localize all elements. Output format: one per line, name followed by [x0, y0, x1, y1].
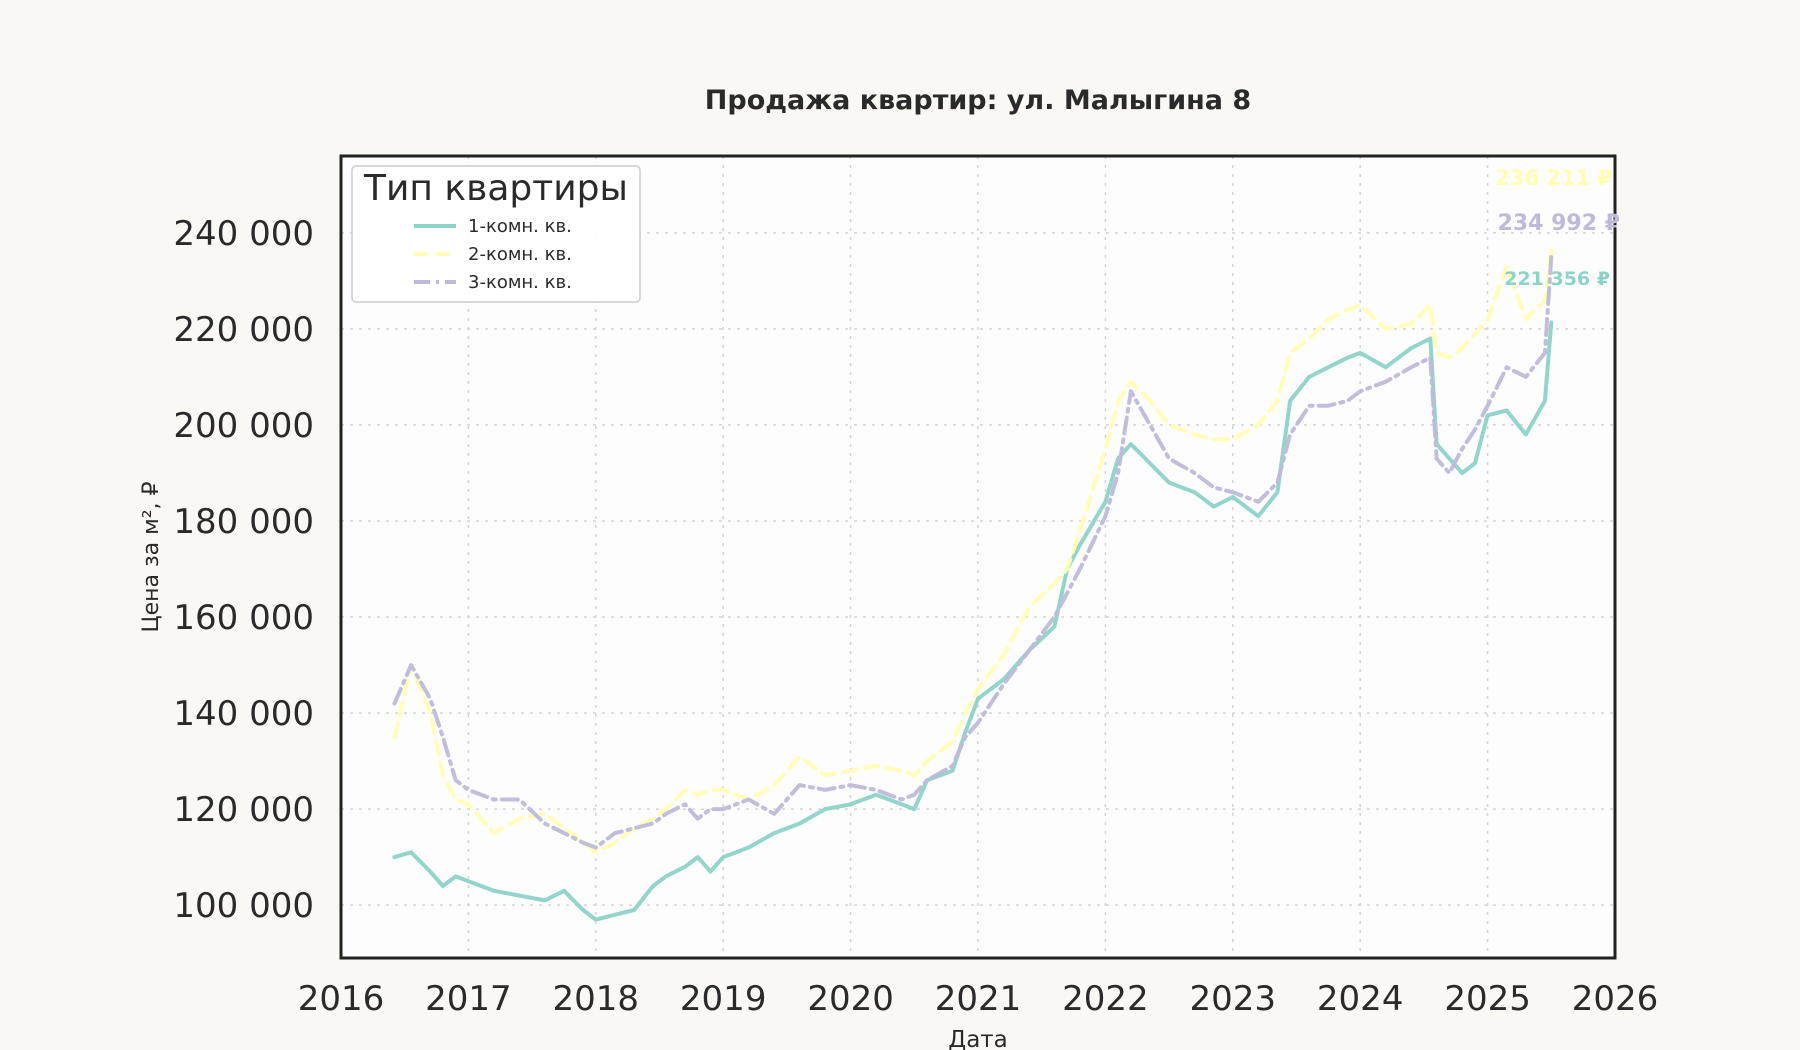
y-tick-label: 180 000: [173, 502, 314, 542]
y-tick-label: 100 000: [173, 886, 314, 926]
y-tick-label: 160 000: [173, 598, 314, 638]
legend-label-2: 2-комн. кв.: [468, 244, 572, 265]
legend-title: Тип квартиры: [363, 168, 628, 209]
y-tick-label: 120 000: [173, 790, 314, 830]
legend-label-3: 3-комн. кв.: [468, 272, 572, 293]
legend: Тип квартиры 1-комн. кв. 2-комн. кв. 3-ком…: [351, 165, 641, 303]
y-tick-label: 240 000: [173, 214, 314, 254]
x-axis-label: Дата: [948, 1027, 1008, 1050]
series-line-2: [392, 249, 1554, 855]
x-tick-label: 2019: [680, 979, 767, 1019]
chart-title: Продажа квартир: ул. Малыгина 8: [705, 85, 1251, 116]
x-tick-label: 2025: [1444, 979, 1531, 1019]
x-tick-label: 2016: [298, 979, 385, 1019]
x-tick-label: 2022: [1062, 979, 1149, 1019]
legend-box: [351, 165, 641, 303]
x-tick-label: 2026: [1572, 979, 1659, 1019]
plot-frame: [339, 154, 1617, 960]
series-end-label-3: 234 992 ₽: [1498, 211, 1620, 236]
x-tick-label: 2024: [1317, 979, 1404, 1019]
y-tick-label: 140 000: [173, 694, 314, 734]
series-end-label-1: 221 356 ₽: [1504, 268, 1610, 290]
legend-entries: 1-комн. кв. 2-комн. кв. 3-комн. кв.: [414, 216, 572, 293]
end-labels: 221 356 ₽ 236 211 ₽ 234 992 ₽: [1495, 166, 1620, 290]
series-layer: [392, 249, 1554, 922]
series-line-1: [392, 320, 1554, 922]
y-tick-label: 200 000: [173, 406, 314, 446]
x-axis-ticks: 2016 2017 2018 2019 2020 2021 2022 2023 2024 2025…: [298, 979, 1659, 1019]
x-tick-label: 2017: [425, 979, 512, 1019]
legend-label-1: 1-комн. кв.: [468, 216, 572, 237]
y-axis-ticks: 100 000 120 000 140 000 160 000 180 000 200 0…: [173, 214, 314, 926]
series-end-label-2: 236 211 ₽: [1495, 166, 1612, 190]
x-tick-label: 2018: [553, 979, 640, 1019]
y-tick-label: 220 000: [173, 310, 314, 350]
series-line-3: [392, 254, 1554, 850]
x-tick-label: 2020: [807, 979, 894, 1019]
x-tick-label: 2023: [1190, 979, 1277, 1019]
x-tick-label: 2021: [935, 979, 1022, 1019]
y-axis-label: Цена за м², ₽: [139, 481, 164, 632]
